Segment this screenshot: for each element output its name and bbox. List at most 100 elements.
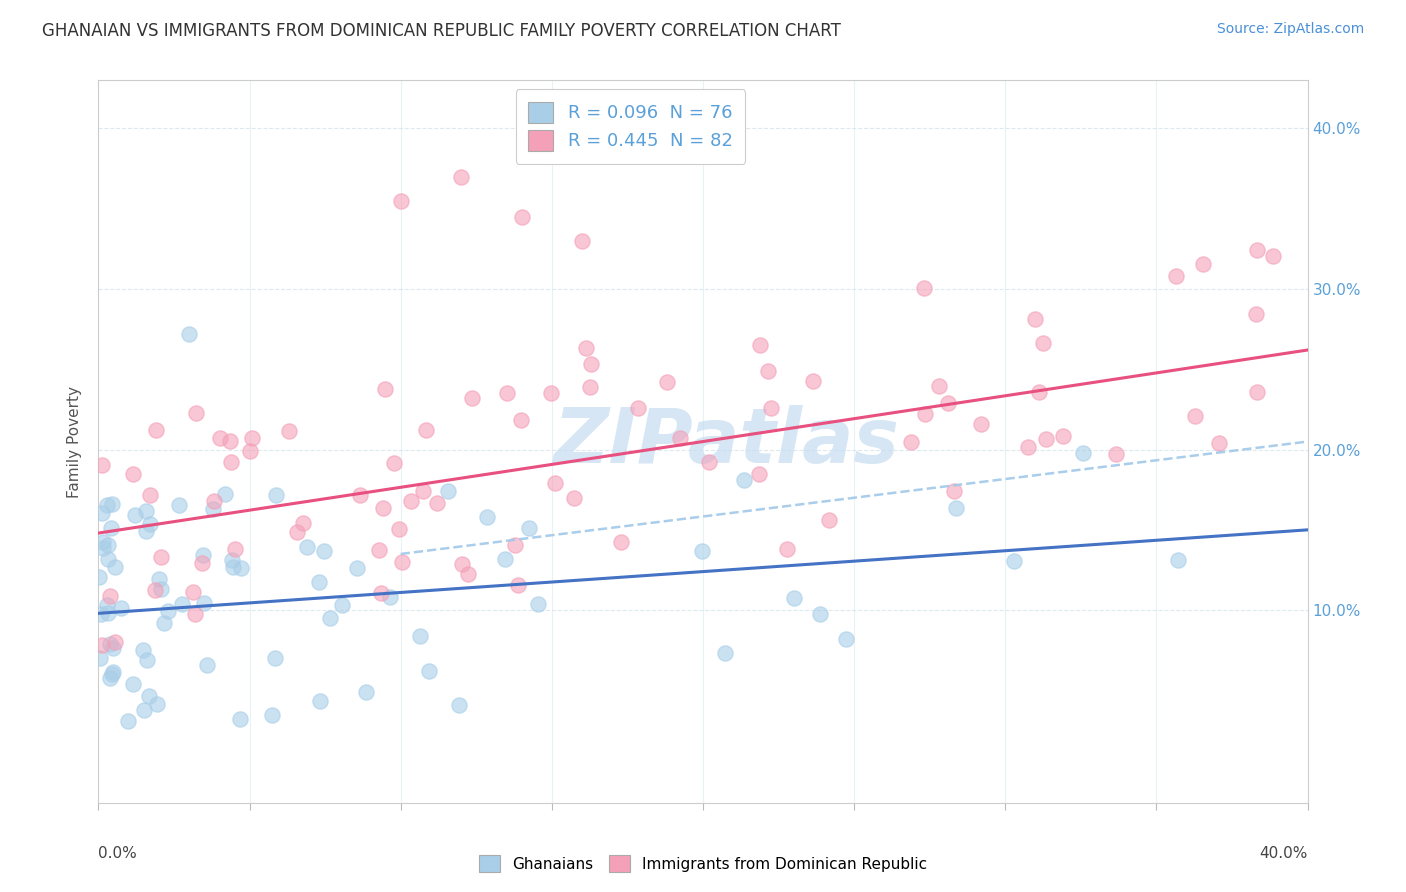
Point bbox=[1244, 307, 1267, 321]
Point bbox=[412, 483, 434, 498]
Point bbox=[124, 508, 146, 522]
Point bbox=[761, 401, 783, 415]
Point bbox=[399, 494, 422, 508]
Point bbox=[117, 714, 139, 729]
Point bbox=[131, 642, 153, 657]
Point bbox=[371, 501, 394, 516]
Point bbox=[135, 524, 157, 539]
Point bbox=[181, 585, 204, 599]
Point bbox=[91, 541, 114, 556]
Legend: Ghanaians, Immigrants from Dominican Republic: Ghanaians, Immigrants from Dominican Rep… bbox=[471, 847, 935, 880]
Point bbox=[312, 544, 335, 558]
Point bbox=[193, 548, 215, 562]
Point bbox=[928, 379, 950, 393]
Point bbox=[1167, 553, 1189, 567]
Point bbox=[135, 652, 157, 666]
Point bbox=[517, 521, 540, 535]
Point bbox=[191, 556, 214, 570]
Point bbox=[1246, 243, 1268, 257]
Point bbox=[264, 651, 287, 665]
Point bbox=[100, 521, 122, 535]
Point bbox=[97, 552, 120, 566]
Point bbox=[1028, 385, 1050, 400]
Point bbox=[90, 607, 112, 622]
Point bbox=[945, 500, 967, 515]
Point bbox=[218, 434, 240, 448]
Point bbox=[835, 632, 858, 647]
Point bbox=[1052, 429, 1074, 443]
Point bbox=[278, 424, 301, 438]
Point bbox=[578, 380, 600, 394]
Point bbox=[96, 499, 118, 513]
Point bbox=[970, 417, 993, 432]
Point bbox=[782, 591, 804, 605]
Point bbox=[494, 551, 516, 566]
Point bbox=[1261, 249, 1284, 263]
Point bbox=[172, 597, 194, 611]
Point bbox=[409, 629, 432, 643]
Point bbox=[697, 455, 720, 469]
Point bbox=[104, 559, 127, 574]
Point bbox=[202, 493, 225, 508]
Point bbox=[101, 666, 124, 681]
Point bbox=[1002, 554, 1025, 568]
Point bbox=[655, 376, 678, 390]
Point bbox=[193, 596, 215, 610]
Point bbox=[146, 697, 169, 711]
Point bbox=[382, 457, 405, 471]
Point bbox=[221, 553, 243, 567]
Point bbox=[627, 401, 650, 415]
Text: ZIPatlas: ZIPatlas bbox=[554, 405, 900, 478]
Point bbox=[1164, 269, 1187, 284]
Point bbox=[101, 640, 124, 655]
Point bbox=[475, 509, 498, 524]
Point bbox=[97, 538, 120, 552]
Point bbox=[143, 582, 166, 597]
Point bbox=[581, 357, 603, 371]
Point bbox=[134, 703, 156, 717]
Point bbox=[240, 431, 263, 445]
Point bbox=[135, 504, 157, 518]
Point bbox=[544, 476, 567, 491]
Point bbox=[912, 281, 935, 295]
Text: 0.0%: 0.0% bbox=[98, 847, 138, 861]
Point bbox=[104, 635, 127, 649]
Point bbox=[564, 491, 586, 505]
Point bbox=[101, 665, 124, 679]
Point bbox=[506, 578, 529, 592]
Point bbox=[89, 651, 111, 665]
Point bbox=[139, 516, 162, 531]
Point bbox=[1184, 409, 1206, 423]
Point bbox=[571, 234, 593, 248]
Point bbox=[139, 488, 162, 502]
Text: Source: ZipAtlas.com: Source: ZipAtlas.com bbox=[1216, 22, 1364, 37]
Point bbox=[295, 540, 318, 554]
Point bbox=[900, 435, 922, 450]
Point bbox=[145, 423, 167, 437]
Point bbox=[148, 572, 170, 586]
Point bbox=[748, 467, 770, 482]
Point bbox=[319, 611, 342, 625]
Point bbox=[97, 606, 120, 620]
Point bbox=[229, 712, 252, 726]
Point bbox=[219, 455, 242, 469]
Point bbox=[150, 582, 173, 597]
Point bbox=[733, 473, 755, 487]
Point bbox=[610, 534, 633, 549]
Point bbox=[1017, 440, 1039, 454]
Point bbox=[756, 364, 779, 378]
Point bbox=[457, 566, 479, 581]
Point bbox=[374, 382, 396, 396]
Point bbox=[1032, 335, 1054, 350]
Point bbox=[98, 638, 121, 652]
Point bbox=[1024, 312, 1046, 326]
Point bbox=[1105, 447, 1128, 461]
Text: GHANAIAN VS IMMIGRANTS FROM DOMINICAN REPUBLIC FAMILY POVERTY CORRELATION CHART: GHANAIAN VS IMMIGRANTS FROM DOMINICAN RE… bbox=[42, 22, 841, 40]
Point bbox=[810, 607, 832, 621]
Point bbox=[349, 488, 371, 502]
Point bbox=[370, 586, 392, 600]
Point bbox=[1035, 432, 1057, 446]
Text: 40.0%: 40.0% bbox=[1260, 847, 1308, 861]
Point bbox=[122, 677, 145, 691]
Point bbox=[426, 496, 449, 510]
